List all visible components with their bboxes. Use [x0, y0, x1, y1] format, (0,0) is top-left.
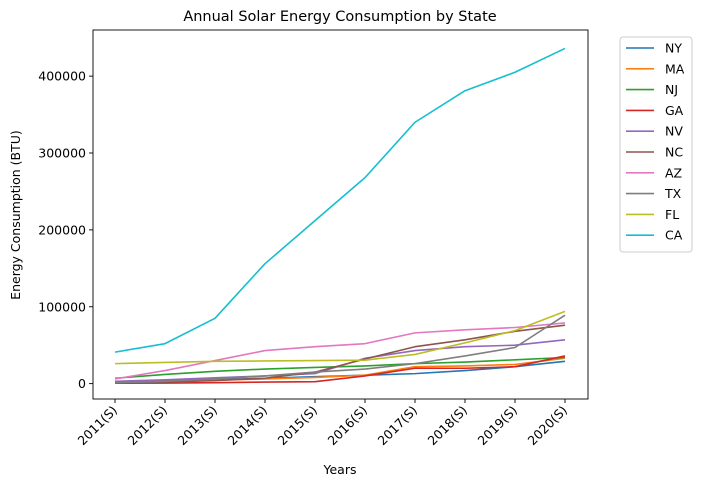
legend-label-nj: NJ [665, 82, 678, 97]
legend-frame [619, 36, 693, 253]
x-tick-label: 2015(S) [275, 403, 321, 449]
legend-label-ma: MA [665, 61, 685, 76]
series-line-az [114, 322, 566, 380]
y-tick-label: 0 [78, 376, 86, 391]
x-tick-label: 2018(S) [425, 403, 471, 449]
series-line-fl [114, 310, 566, 365]
series-line-nc [114, 324, 566, 384]
series-line-ca [114, 47, 566, 353]
legend-label-ny: NY [665, 41, 682, 56]
legend-label-ga: GA [665, 103, 684, 118]
x-axis: 2011(S) 2012(S) 2013(S) 2014(S) 2015(S) 2016(… [75, 399, 571, 449]
y-axis: 0 100000 200000 300000 400000 [38, 69, 93, 391]
y-tick-label: 200000 [38, 222, 86, 237]
x-tick-label: 2013(S) [175, 403, 221, 449]
legend: NY MA NJ GA NV NC AZ TX FL CA [619, 36, 693, 253]
x-tick-label: 2019(S) [475, 403, 521, 449]
legend-label-fl: FL [665, 207, 679, 222]
legend-label-nv: NV [665, 124, 683, 139]
x-tick-label: 2020(S) [525, 403, 571, 449]
x-tick-label: 2016(S) [325, 403, 371, 449]
y-axis-label: Energy Consumption (BTU) [8, 130, 23, 300]
plot-frame [92, 29, 589, 400]
plot-lines [114, 47, 566, 385]
series-line-tx [114, 314, 566, 384]
x-tick-label: 2017(S) [375, 403, 421, 449]
y-tick-label: 400000 [38, 69, 86, 84]
x-axis-label: Years [323, 462, 357, 477]
chart-title: Annual Solar Energy Consumption by State [183, 9, 496, 25]
legend-label-ca: CA [665, 228, 683, 243]
y-tick-label: 100000 [38, 299, 86, 314]
series-line-ga [114, 355, 566, 385]
x-tick-label: 2012(S) [125, 403, 171, 449]
legend-label-nc: NC [665, 145, 683, 160]
legend-label-az: AZ [665, 165, 682, 180]
legend-label-tx: TX [664, 186, 682, 201]
x-tick-label: 2014(S) [225, 403, 271, 449]
y-tick-label: 300000 [38, 146, 86, 161]
x-tick-label: 2011(S) [75, 403, 121, 449]
